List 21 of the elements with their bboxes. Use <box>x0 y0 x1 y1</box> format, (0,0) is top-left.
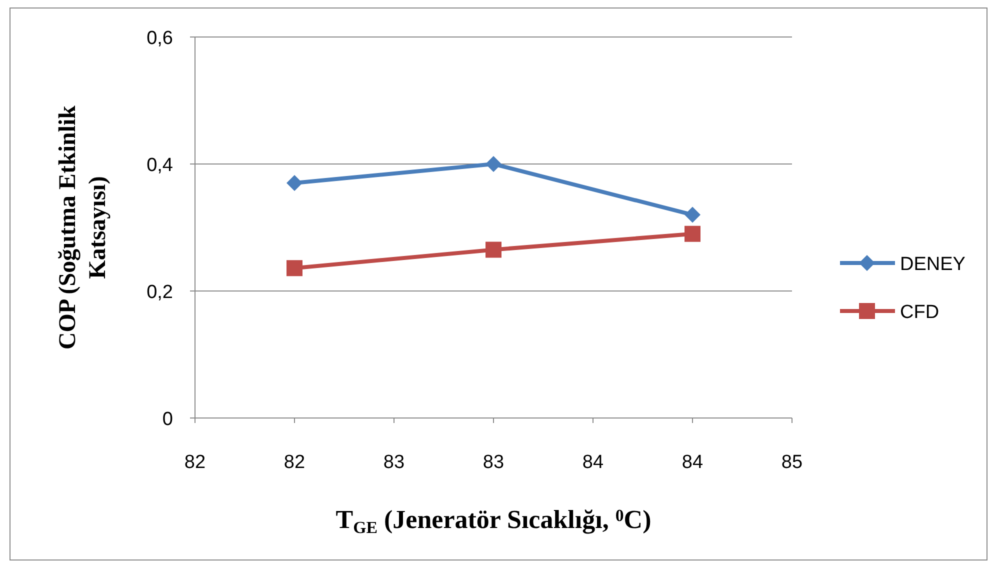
legend-label: CFD <box>900 302 940 323</box>
x-tick-label: 82 <box>184 452 206 473</box>
point <box>486 242 502 258</box>
x-tick-label: 83 <box>482 452 504 473</box>
legend-label: DENEY <box>900 254 966 275</box>
x-tick-label: 84 <box>682 452 704 473</box>
point <box>684 226 700 242</box>
x-tick-label: 82 <box>284 452 306 473</box>
point <box>486 156 502 172</box>
y-axis-title: COP (Soğutma Etkinlik Katsayısı) <box>55 104 111 350</box>
x-tick-label: 84 <box>582 452 604 473</box>
y-tick-label: 0,2 <box>146 282 173 303</box>
point <box>684 206 700 223</box>
x-axis-title: T$_{GE}$ (Jeneratör Sıcaklığı, $^{0}$C) <box>336 505 652 538</box>
point <box>286 260 302 276</box>
y-tick-label: 0,4 <box>146 155 174 176</box>
x-tick-label: 85 <box>781 452 803 473</box>
y-tick-label: 0 <box>162 409 173 430</box>
point <box>286 175 302 192</box>
y-tick-label: 0,6 <box>146 28 173 49</box>
x-tick-label: 83 <box>383 452 405 473</box>
